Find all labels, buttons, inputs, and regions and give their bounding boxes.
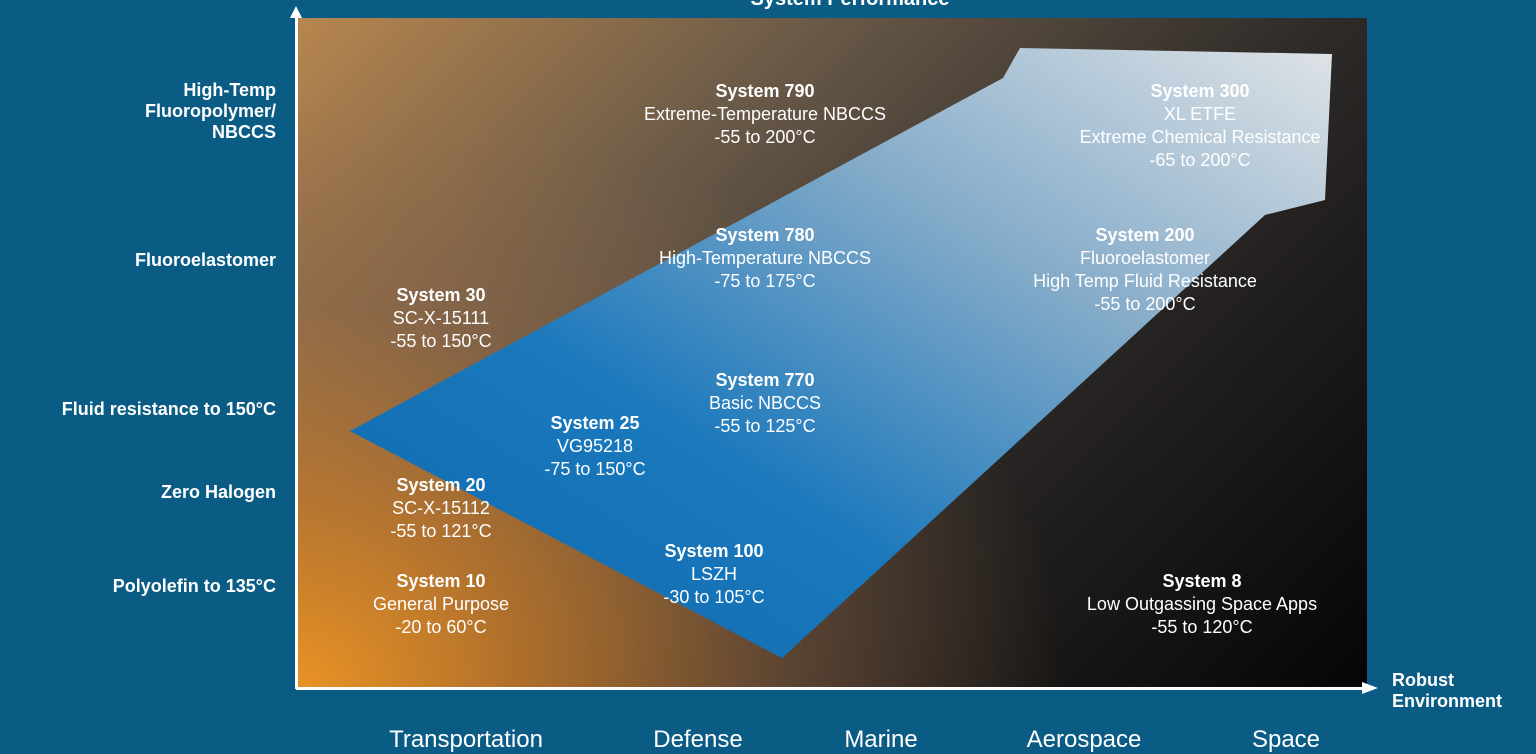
x-category-aerospace: Aerospace xyxy=(1026,726,1142,753)
y-label-fluoroelastomer: Fluoroelastomer xyxy=(134,250,276,270)
x-axis-arrowhead xyxy=(1362,682,1378,694)
x-category-transportation: Transportation xyxy=(389,726,543,753)
y-axis-line xyxy=(295,12,298,689)
y-label-fluid-resistance: Fluid resistance to 150°C xyxy=(61,399,276,419)
system-770-label: System 770 Basic NBCCS -55 to 125°C xyxy=(708,370,822,436)
system-30-label: System 30 SC-X-15111 -55 to 150°C xyxy=(390,285,492,351)
system-780-label: System 780 High-Temperature NBCCS -75 to… xyxy=(658,225,872,291)
x-category-defense: Defense xyxy=(653,726,743,753)
x-category-marine: Marine xyxy=(844,726,918,753)
system-25-label: System 25 VG95218 -75 to 150°C xyxy=(544,413,646,479)
x-axis-caption: Robust Environment xyxy=(1392,670,1503,711)
system-200-label: System 200 Fluoroelastomer High Temp Flu… xyxy=(1033,225,1257,314)
diagram-title: System Performance xyxy=(650,0,1050,11)
x-category-space: Space xyxy=(1251,726,1321,753)
system-100-label: System 100 LSZH -30 to 105°C xyxy=(663,541,765,607)
system-8-label: System 8 Low Outgassing Space Apps -55 t… xyxy=(1086,571,1318,637)
x-axis-line xyxy=(296,687,1362,690)
arrow-shape xyxy=(350,48,1332,658)
diagram-area xyxy=(297,18,1367,688)
y-label-polyolefin: Polyolefin to 135°C xyxy=(112,576,276,596)
y-label-zero-halogen: Zero Halogen xyxy=(160,482,276,502)
system-790-label: System 790 Extreme-Temperature NBCCS -55… xyxy=(643,81,887,147)
system-20-label: System 20 SC-X-15112 -55 to 121°C xyxy=(390,475,492,541)
system-10-label: System 10 General Purpose -20 to 60°C xyxy=(372,571,510,637)
system-300-label: System 300 XL ETFE Extreme Chemical Resi… xyxy=(1079,81,1321,170)
performance-arrow xyxy=(350,48,1332,658)
y-label-high-temp: High-Temp Fluoropolymer/ NBCCS xyxy=(144,80,276,142)
y-axis-arrowhead xyxy=(290,6,302,18)
